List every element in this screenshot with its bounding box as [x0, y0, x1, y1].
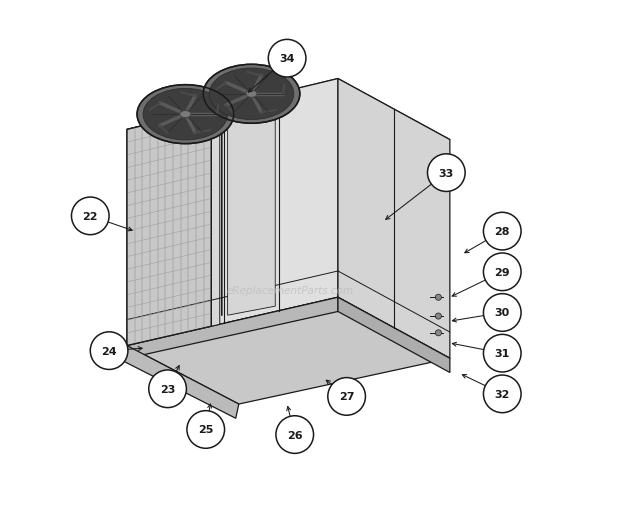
Text: 26: 26 — [287, 430, 303, 440]
Text: 24: 24 — [101, 346, 117, 356]
Circle shape — [328, 378, 365, 415]
Text: eReplacementParts.com: eReplacementParts.com — [226, 285, 353, 295]
Circle shape — [268, 40, 306, 78]
Circle shape — [484, 375, 521, 413]
Circle shape — [484, 335, 521, 372]
Text: 30: 30 — [495, 308, 510, 318]
Ellipse shape — [246, 91, 257, 98]
Circle shape — [484, 294, 521, 332]
Polygon shape — [127, 79, 338, 346]
Text: 29: 29 — [494, 267, 510, 277]
Ellipse shape — [137, 86, 234, 145]
Polygon shape — [127, 79, 450, 191]
Circle shape — [484, 253, 521, 291]
Polygon shape — [121, 298, 338, 360]
Ellipse shape — [143, 89, 228, 140]
Text: 32: 32 — [495, 389, 510, 399]
Polygon shape — [211, 108, 219, 327]
Text: 27: 27 — [339, 391, 355, 402]
Ellipse shape — [203, 65, 300, 124]
Polygon shape — [228, 99, 275, 316]
Text: 33: 33 — [439, 168, 454, 178]
Text: 34: 34 — [280, 54, 295, 64]
Circle shape — [276, 416, 314, 454]
Ellipse shape — [209, 69, 294, 120]
Circle shape — [435, 330, 441, 336]
Polygon shape — [338, 79, 450, 358]
Text: 25: 25 — [198, 425, 213, 435]
Circle shape — [187, 411, 224, 448]
Circle shape — [427, 155, 465, 192]
Polygon shape — [127, 298, 450, 404]
Polygon shape — [338, 298, 450, 373]
Ellipse shape — [180, 111, 191, 119]
Polygon shape — [127, 110, 211, 346]
Text: 23: 23 — [160, 384, 175, 394]
Text: 28: 28 — [495, 227, 510, 237]
Polygon shape — [121, 346, 239, 418]
Circle shape — [91, 332, 128, 370]
Circle shape — [435, 314, 441, 320]
Circle shape — [149, 370, 187, 408]
Circle shape — [435, 295, 441, 301]
Circle shape — [484, 213, 521, 250]
Text: 22: 22 — [82, 211, 98, 221]
Text: 31: 31 — [495, 349, 510, 358]
Circle shape — [71, 197, 109, 235]
